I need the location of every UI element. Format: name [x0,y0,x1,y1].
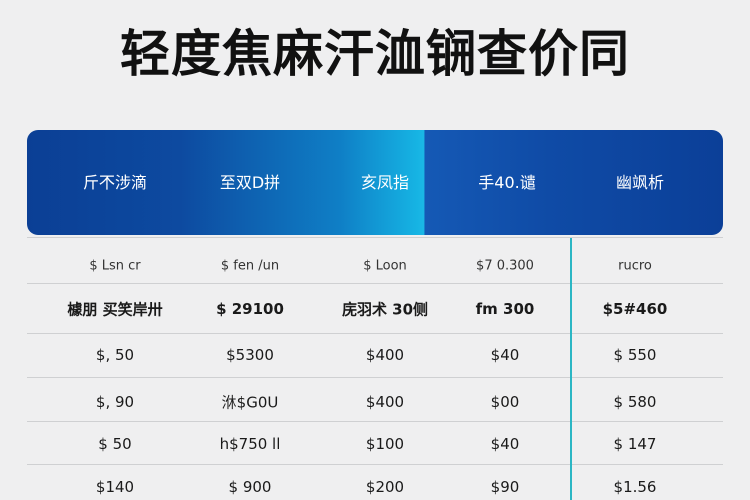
table-cell: $40 [490,346,520,364]
column-header[interactable]: 幽飒析 [615,173,665,192]
row-divider [27,333,723,334]
table-cell: $ 50 [98,435,132,453]
page-title: 轻度焦麻汗洫锎查价同 [120,25,630,83]
table-cell: $00 [490,393,520,411]
table-cell: $ 580 [613,393,657,411]
table-cell: $7 0.300 [476,258,534,274]
column-header[interactable]: 至双D拼 [219,173,281,192]
table-cell: $400 [365,393,405,411]
table-cell: $ 550 [613,346,657,364]
table-cell: $90 [490,478,520,496]
row-divider [27,421,723,422]
column-highlight-line [570,238,572,500]
table-cell: $200 [365,478,405,496]
table-cell: $140 [95,478,135,496]
row-divider [27,237,723,238]
column-header[interactable]: 亥凤指 [360,173,410,192]
table-cell: $1.56 [613,478,657,496]
table-header: 斤𣎴涉滴 至双D拼 亥凤指 手40.谴 幽飒析 [27,130,723,235]
table-cell: $5300 [226,346,274,364]
table-cell: $ 29100 [216,300,284,318]
table-cell: $40 [490,435,520,453]
column-header[interactable]: 手40.谴 [478,173,536,192]
table-cell: $, 50 [95,346,135,364]
row-divider [27,377,723,378]
row-divider [27,283,723,284]
table-cell: $ 147 [613,435,657,453]
table-cell: 庑羽术 30侧 [341,300,429,319]
table-cell: $5#460 [602,300,668,318]
table-cell: $ 900 [228,478,272,496]
table-cell: 㳜$G0U [221,393,279,412]
table-cell: $400 [365,346,405,364]
table-cell: h$750 ll [219,435,281,453]
table-cell: $ Lsn cr [89,258,141,274]
table-cell: $ Loon [363,258,407,274]
table-cell: $100 [365,435,405,453]
table-cell: $, 90 [95,393,135,411]
column-header[interactable]: 斤𣎴涉滴 [82,173,148,192]
table-cell: rucro [618,258,652,274]
table-cell: fm 300 [475,300,535,318]
table-cell: $ fen /un [220,258,280,274]
table-cell: 㯫朋 买笑岸卅 [67,300,163,319]
row-divider [27,464,723,465]
